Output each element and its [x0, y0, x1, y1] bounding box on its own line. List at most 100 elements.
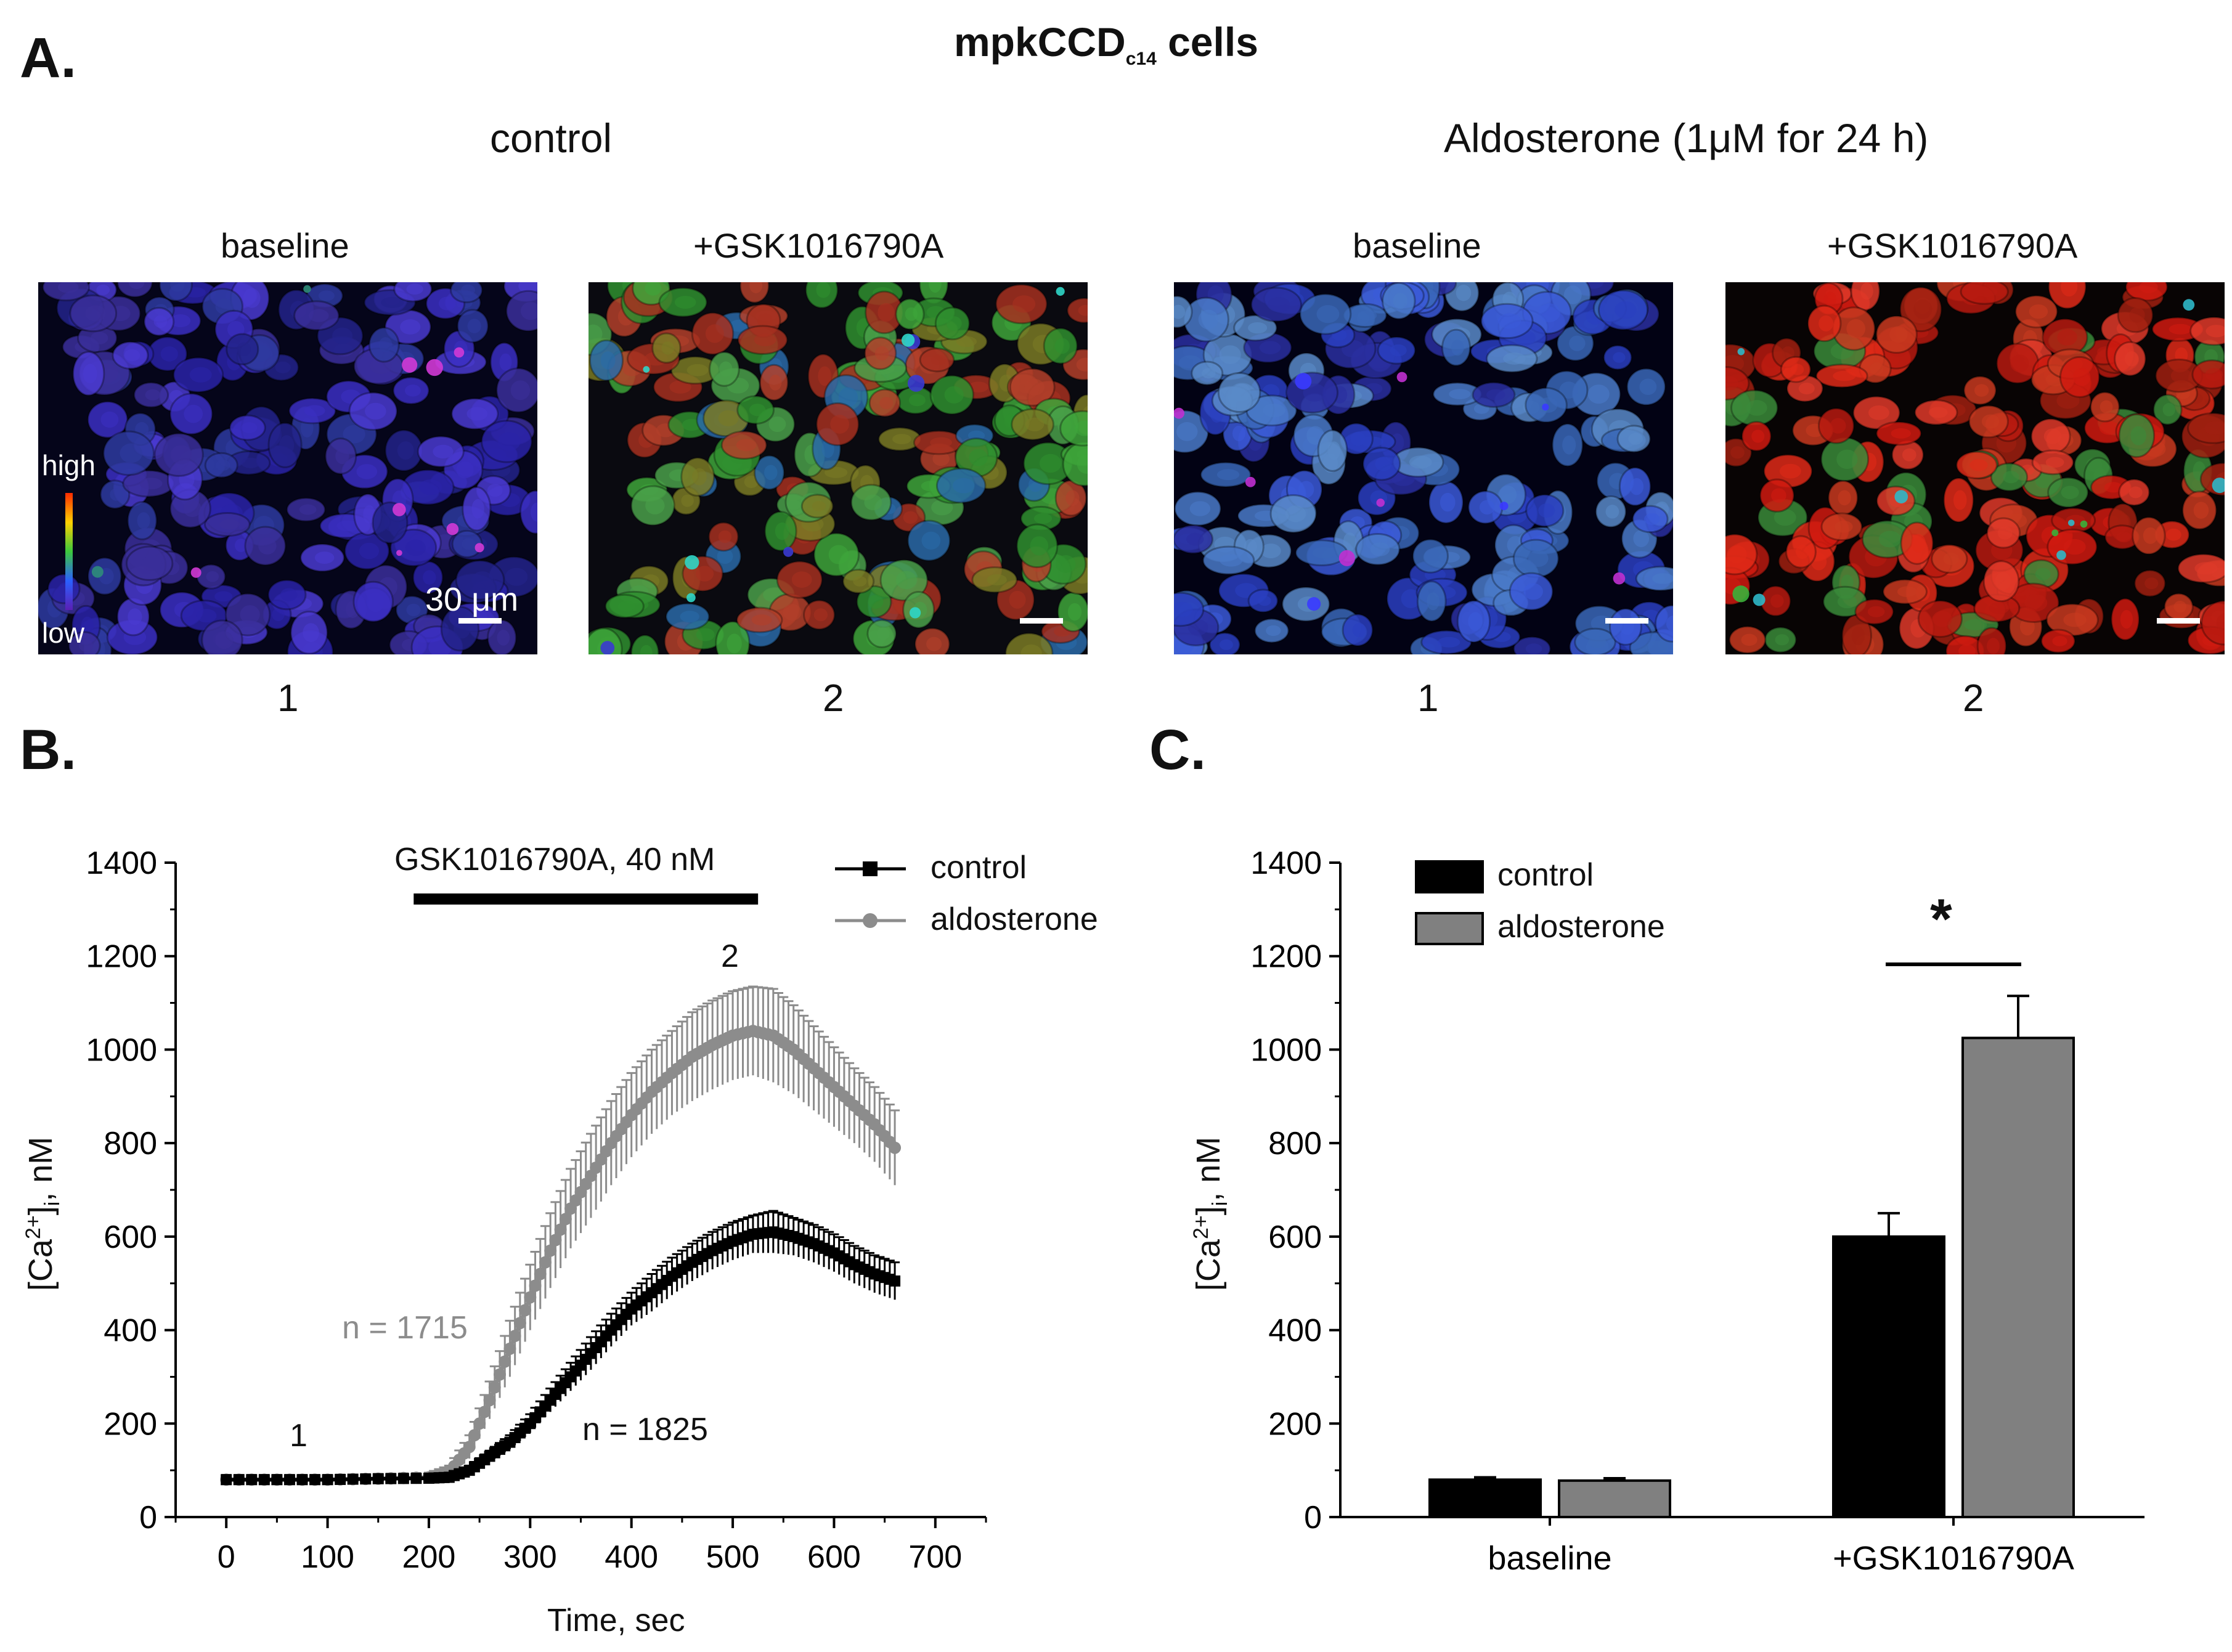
b-point	[549, 1234, 562, 1247]
cell-nucleus	[967, 430, 985, 441]
cell-nucleus	[520, 302, 537, 320]
cell-nucleus	[1902, 448, 1916, 462]
micrograph-aldo-baseline	[1174, 282, 1673, 654]
cell-nucleus	[241, 457, 261, 468]
cell-nucleus	[304, 405, 325, 417]
cell-nucleus	[600, 351, 616, 370]
cell-nucleus	[719, 361, 733, 377]
bright-spot	[402, 357, 418, 373]
cell-nucleus	[617, 601, 635, 612]
b-point	[889, 1141, 902, 1154]
cell-nucleus	[124, 349, 141, 362]
bright-spot	[1056, 287, 1065, 296]
cell-nucleus	[1605, 505, 1619, 519]
cell-nucleus	[1891, 428, 1912, 439]
cell-nucleus	[2072, 368, 2091, 386]
cell-nucleus	[418, 479, 442, 495]
bright-spot	[303, 285, 311, 293]
cell-nucleus	[91, 332, 108, 344]
bright-spot	[1307, 597, 1321, 611]
cell-nucleus	[749, 282, 763, 293]
image-number-1: 1	[277, 677, 299, 720]
cell-nucleus	[1779, 463, 1801, 479]
cell-nucleus	[2104, 482, 2122, 493]
cell-nucleus	[768, 416, 786, 433]
cell-nucleus	[240, 605, 260, 624]
cell-nucleus	[729, 319, 749, 332]
b-point	[478, 1406, 491, 1418]
cell-nucleus	[366, 592, 385, 611]
cell-nucleus	[824, 466, 848, 478]
cell-nucleus	[718, 410, 739, 426]
cell-nucleus	[1746, 400, 1767, 416]
cell-nucleus	[1039, 454, 1062, 473]
cell-nucleus	[219, 519, 240, 530]
c-xtick-label: +GSK1016790A	[1833, 1540, 2074, 1577]
b-ytick-label: 1400	[86, 845, 157, 881]
cell-nucleus	[1187, 619, 1208, 636]
cell-nucleus	[876, 627, 890, 640]
cell-nucleus	[589, 324, 603, 344]
bright-spot	[1732, 585, 1749, 603]
cell-nucleus	[1841, 574, 1854, 590]
cell-nucleus	[864, 494, 882, 511]
cell-nucleus	[2063, 539, 2086, 555]
cell-nucleus	[1054, 338, 1070, 354]
cell-nucleus	[145, 389, 161, 401]
cell-nucleus	[258, 537, 277, 555]
bright-spot	[91, 566, 104, 578]
cell-nucleus	[505, 568, 528, 586]
bright-spot	[426, 359, 443, 376]
cell-nucleus	[931, 499, 953, 516]
cell-nucleus	[2130, 426, 2146, 446]
image-number-4: 2	[1963, 677, 1984, 720]
cell-nucleus	[83, 364, 97, 384]
cell-nucleus	[2019, 617, 2035, 636]
cell-nucleus	[1312, 547, 1336, 559]
figure-title: mpkCCDc14 cells	[954, 18, 1258, 70]
cell-nucleus	[1867, 606, 1885, 617]
cell-nucleus	[1727, 545, 1747, 564]
cell-nucleus	[1502, 291, 1517, 307]
cell-nucleus	[1539, 397, 1558, 413]
cell-nucleus	[1067, 603, 1082, 621]
cell-nucleus	[137, 512, 150, 529]
cell-nucleus	[1232, 383, 1251, 402]
cell-nucleus	[96, 284, 110, 295]
cell-nucleus	[932, 452, 950, 466]
cell-nucleus	[1220, 639, 1233, 650]
b-legend-control: control	[931, 850, 1027, 885]
bright-spot	[909, 607, 921, 619]
cell-nucleus	[830, 415, 849, 434]
cell-nucleus	[1077, 454, 1088, 474]
cell-nucleus	[682, 418, 701, 431]
cell-nucleus	[510, 380, 531, 401]
cell-nucleus	[1796, 545, 1809, 559]
cell-nucleus	[433, 444, 454, 458]
b-point	[233, 1474, 245, 1486]
cell-nucleus	[405, 385, 421, 397]
b-ytick-label: 1200	[86, 939, 157, 975]
cell-nucleus	[1933, 611, 1952, 627]
bright-spot	[392, 503, 406, 516]
cell-nucleus	[1248, 322, 1268, 334]
cell-nucleus	[214, 591, 233, 602]
b-point	[559, 1213, 572, 1226]
b-point	[554, 1223, 567, 1236]
cell-nucleus	[1587, 385, 1610, 404]
b-legend-marker-control	[863, 861, 878, 876]
bright-spot	[1613, 572, 1626, 585]
cell-nucleus	[170, 314, 191, 328]
cell-nucleus	[1897, 586, 1917, 598]
cell-nucleus	[2061, 486, 2079, 499]
cell-nucleus	[1615, 301, 1637, 319]
cell-nucleus	[1725, 376, 1739, 391]
cell-nucleus	[1770, 594, 1784, 608]
cell-nucleus	[1186, 532, 1204, 546]
b-point	[463, 1441, 476, 1454]
c-legend-swatch-aldosterone	[1415, 912, 1484, 945]
cell-nucleus	[1523, 583, 1543, 600]
cell-nucleus	[2175, 347, 2188, 364]
cell-nucleus	[1837, 595, 1857, 609]
cell-nucleus	[356, 464, 378, 479]
